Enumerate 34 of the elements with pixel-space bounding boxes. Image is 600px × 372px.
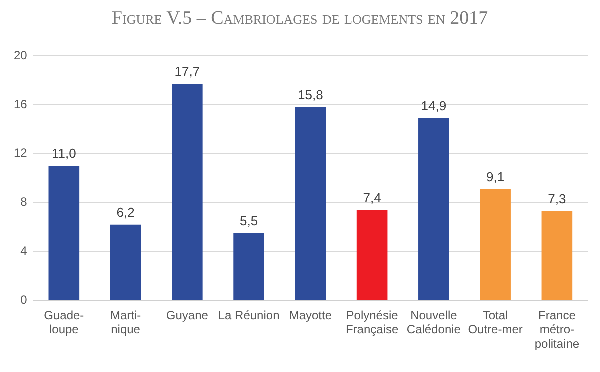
data-label: 5,5 (240, 214, 258, 229)
bar (172, 84, 203, 300)
chart-title: Figure V.5 – Cambriolages de logements en 2017 (110, 8, 490, 31)
data-label: 11,0 (52, 146, 76, 162)
bar (234, 233, 264, 300)
data-label: 7,4 (363, 190, 382, 206)
bar (542, 211, 573, 300)
bar (110, 224, 142, 300)
data-label: 14,9 (421, 98, 447, 114)
bar (418, 118, 450, 300)
y-tick-label: 20 (14, 48, 28, 62)
y-tick-label: 16 (14, 97, 28, 112)
x-tick-label: Mayotte (289, 308, 332, 322)
data-label: 7,3 (548, 192, 566, 207)
y-tick-label: 4 (20, 244, 28, 258)
y-tick-label: 8 (20, 195, 28, 210)
bar (356, 210, 388, 300)
x-tick-label: Total Outre-mer (468, 308, 523, 337)
bar (48, 166, 80, 300)
x-tick-label: Guyane (166, 308, 209, 322)
x-tick-label: France métro- politaine (534, 308, 580, 352)
data-label: 9,1 (486, 169, 505, 184)
x-tick-label: La Réunion (218, 308, 280, 322)
data-label: 15,8 (298, 87, 324, 102)
x-tick-label: Polynésie Française (346, 308, 399, 337)
data-label: 6,2 (116, 204, 135, 220)
y-tick-label: 12 (14, 146, 28, 160)
x-tick-label: Guade- loupe (44, 308, 84, 337)
y-tick-label: 0 (20, 293, 28, 308)
data-label: 17,7 (174, 64, 200, 80)
x-tick-label: Nouvelle Calédonie (406, 308, 462, 337)
x-tick-label: Marti- nique (110, 308, 142, 337)
bar (295, 107, 326, 300)
bar (480, 189, 511, 300)
